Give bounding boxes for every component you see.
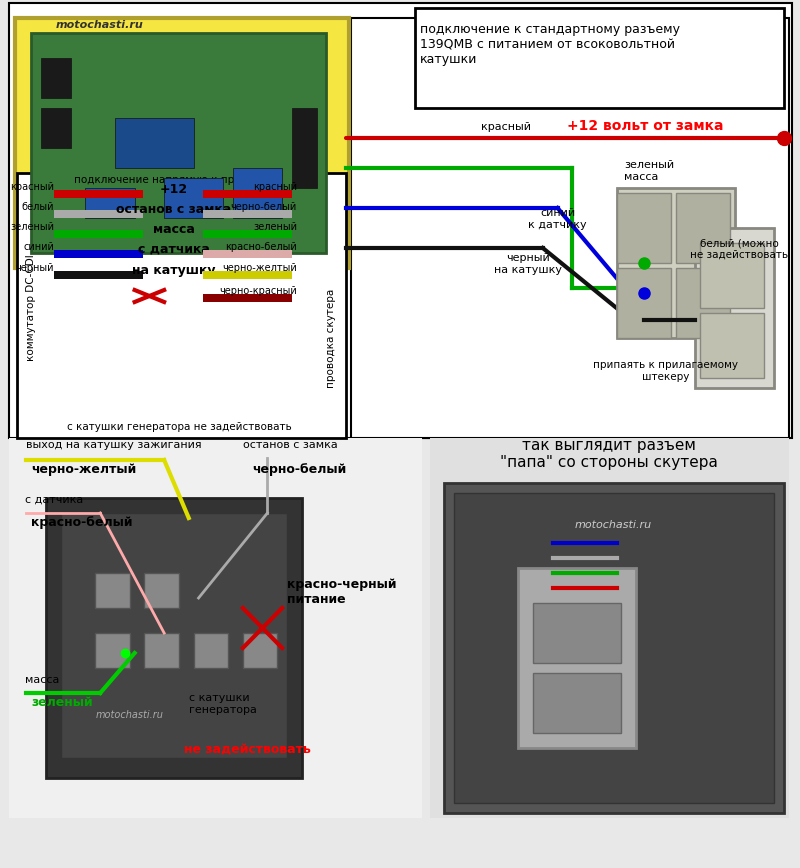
FancyBboxPatch shape bbox=[54, 271, 142, 279]
FancyBboxPatch shape bbox=[675, 193, 730, 263]
Text: с катушки
генератора: с катушки генератора bbox=[189, 694, 257, 715]
Text: красный: красный bbox=[253, 182, 297, 192]
Text: с датчика: с датчика bbox=[25, 495, 82, 505]
FancyBboxPatch shape bbox=[145, 633, 179, 668]
FancyBboxPatch shape bbox=[14, 18, 349, 268]
Text: белый (можно
не задействовать: белый (можно не задействовать bbox=[690, 239, 789, 260]
Text: motochasti.ru: motochasti.ru bbox=[575, 520, 652, 530]
FancyBboxPatch shape bbox=[518, 568, 636, 748]
FancyBboxPatch shape bbox=[351, 18, 789, 438]
Text: черный
на катушку: черный на катушку bbox=[494, 253, 562, 275]
Text: не задействовать: не задействовать bbox=[184, 743, 310, 756]
Text: черно-желтый: черно-желтый bbox=[222, 263, 297, 273]
Text: черно-красный: черно-красный bbox=[219, 286, 297, 296]
FancyBboxPatch shape bbox=[54, 230, 142, 238]
Text: масса: масса bbox=[153, 223, 195, 236]
FancyBboxPatch shape bbox=[54, 250, 142, 258]
FancyBboxPatch shape bbox=[17, 173, 346, 438]
Text: красный: красный bbox=[10, 182, 54, 192]
Text: так выглядит разъем
"папа" со стороны скутера: так выглядит разъем "папа" со стороны ск… bbox=[500, 438, 718, 470]
FancyBboxPatch shape bbox=[9, 3, 791, 438]
Text: на катушку: на катушку bbox=[132, 264, 216, 277]
Text: черно-белый: черно-белый bbox=[230, 202, 297, 212]
FancyBboxPatch shape bbox=[233, 168, 282, 218]
FancyBboxPatch shape bbox=[445, 483, 784, 813]
Text: красный: красный bbox=[482, 122, 531, 132]
FancyBboxPatch shape bbox=[86, 188, 134, 218]
Text: проводка скутера: проводка скутера bbox=[326, 288, 336, 388]
Text: черный: черный bbox=[15, 263, 54, 273]
Text: коммутатор DC-CDI: коммутатор DC-CDI bbox=[26, 254, 36, 361]
FancyBboxPatch shape bbox=[675, 268, 730, 338]
FancyBboxPatch shape bbox=[203, 210, 292, 218]
Text: синий
к датчику: синий к датчику bbox=[528, 208, 587, 230]
FancyBboxPatch shape bbox=[617, 193, 670, 263]
FancyBboxPatch shape bbox=[31, 33, 326, 253]
FancyBboxPatch shape bbox=[700, 313, 764, 378]
Text: motochasti.ru: motochasti.ru bbox=[56, 20, 144, 30]
FancyBboxPatch shape bbox=[533, 603, 622, 663]
Text: белый: белый bbox=[22, 202, 54, 212]
Text: синий: синий bbox=[23, 242, 54, 252]
FancyBboxPatch shape bbox=[203, 271, 292, 279]
FancyBboxPatch shape bbox=[115, 118, 194, 168]
Text: останов с замка: останов с замка bbox=[116, 203, 232, 216]
Text: подключение напрямую к проводке: подключение напрямую к проводке bbox=[74, 175, 274, 185]
Text: выход на катушку зажигания: выход на катушку зажигания bbox=[26, 440, 202, 450]
FancyBboxPatch shape bbox=[203, 250, 292, 258]
Text: motochasti.ru: motochasti.ru bbox=[95, 710, 163, 720]
Text: зеленый: зеленый bbox=[253, 222, 297, 232]
FancyBboxPatch shape bbox=[95, 633, 130, 668]
FancyBboxPatch shape bbox=[415, 8, 784, 108]
FancyBboxPatch shape bbox=[243, 633, 278, 668]
Text: красно-черный
питание: красно-черный питание bbox=[287, 578, 397, 606]
Text: +12 вольт от замка: +12 вольт от замка bbox=[567, 119, 724, 133]
Text: черно-белый: черно-белый bbox=[253, 463, 347, 476]
FancyBboxPatch shape bbox=[54, 190, 142, 198]
Text: останов с замка: останов с замка bbox=[243, 440, 338, 450]
Text: подключение к стандартному разъему
139QMB с питанием от всоковольтной
катушки: подключение к стандартному разъему 139QM… bbox=[420, 23, 680, 66]
FancyBboxPatch shape bbox=[617, 188, 734, 338]
Text: зеленый: зеленый bbox=[10, 222, 54, 232]
Text: масса: масса bbox=[25, 675, 59, 685]
FancyBboxPatch shape bbox=[95, 573, 130, 608]
FancyBboxPatch shape bbox=[203, 190, 292, 198]
FancyBboxPatch shape bbox=[533, 673, 622, 733]
FancyBboxPatch shape bbox=[695, 228, 774, 388]
Text: зеленый: зеленый bbox=[31, 696, 93, 709]
FancyBboxPatch shape bbox=[145, 573, 179, 608]
FancyBboxPatch shape bbox=[700, 243, 764, 308]
FancyBboxPatch shape bbox=[194, 633, 228, 668]
FancyBboxPatch shape bbox=[42, 108, 70, 148]
Text: красно-белый: красно-белый bbox=[31, 516, 133, 529]
Text: припаять к прилагаемому
штекеру: припаять к прилагаемому штекеру bbox=[594, 360, 738, 382]
FancyBboxPatch shape bbox=[430, 438, 789, 818]
FancyBboxPatch shape bbox=[46, 498, 302, 778]
FancyBboxPatch shape bbox=[454, 493, 774, 803]
Text: +12: +12 bbox=[160, 183, 188, 196]
FancyBboxPatch shape bbox=[203, 294, 292, 302]
FancyBboxPatch shape bbox=[203, 230, 292, 238]
FancyBboxPatch shape bbox=[42, 58, 70, 98]
Text: черно-желтый: черно-желтый bbox=[31, 463, 137, 476]
FancyBboxPatch shape bbox=[61, 513, 287, 758]
FancyBboxPatch shape bbox=[617, 268, 670, 338]
FancyBboxPatch shape bbox=[164, 178, 223, 218]
Text: зеленый
масса: зеленый масса bbox=[625, 161, 674, 182]
FancyBboxPatch shape bbox=[292, 108, 317, 188]
FancyBboxPatch shape bbox=[54, 210, 142, 218]
Text: с катушки генератора не задействовать: с катушки генератора не задействовать bbox=[66, 422, 291, 432]
FancyBboxPatch shape bbox=[9, 438, 422, 818]
Text: с датчика: с датчика bbox=[138, 243, 210, 256]
Text: красно-белый: красно-белый bbox=[225, 242, 297, 252]
